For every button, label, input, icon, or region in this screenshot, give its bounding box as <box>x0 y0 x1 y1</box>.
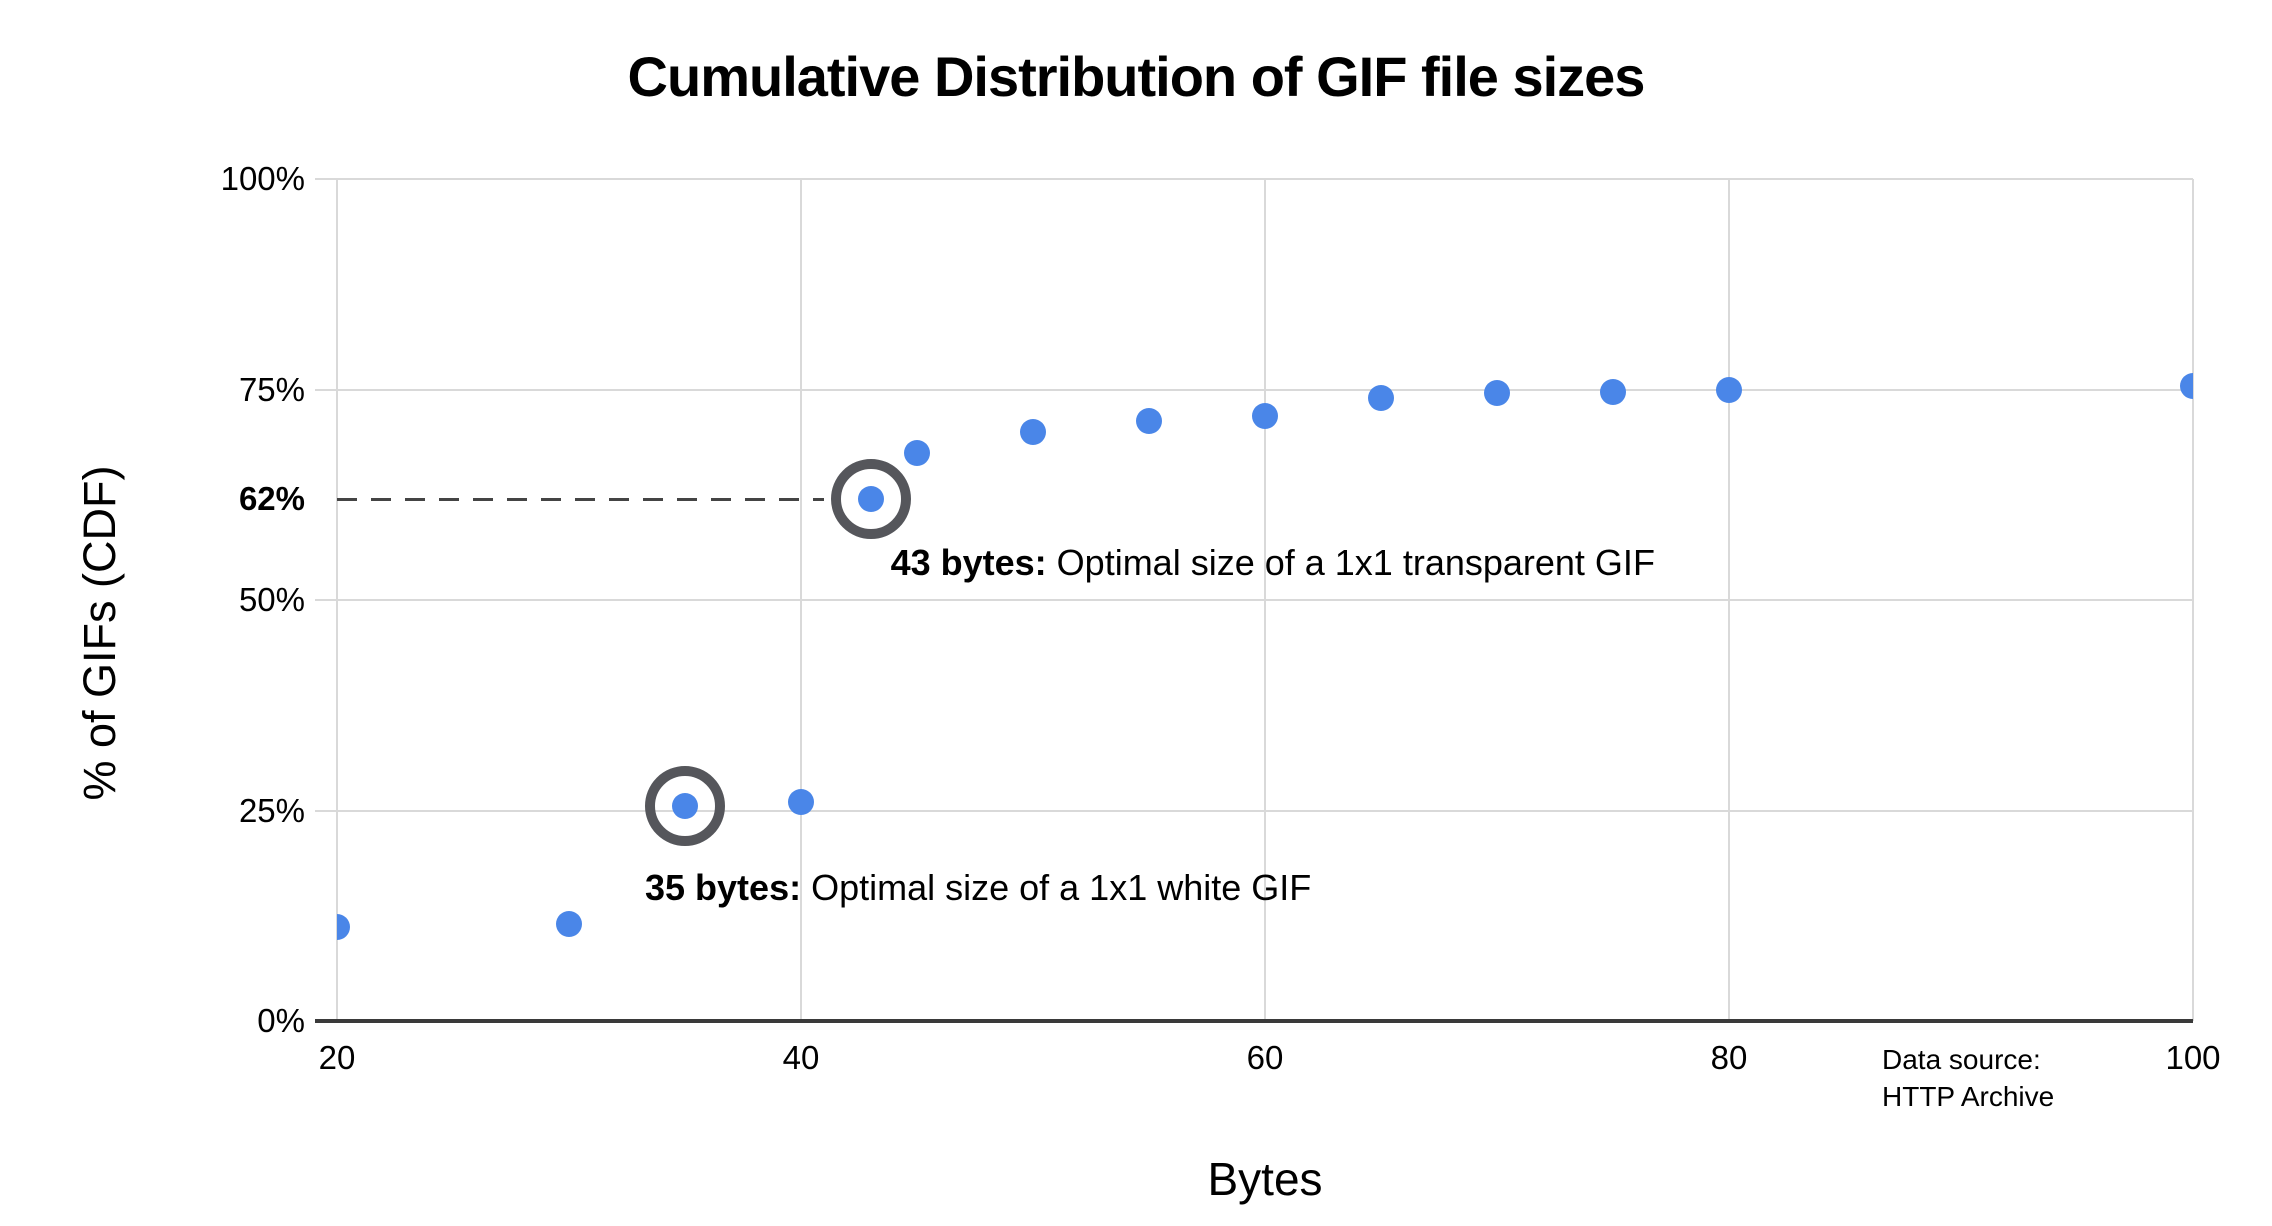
annotation-description: Optimal size of a 1x1 white GIF <box>801 867 1312 909</box>
data-point <box>788 789 814 816</box>
plot-grid <box>315 178 2194 1023</box>
data-point <box>1252 403 1278 430</box>
y-tick-label: 0% <box>257 1002 305 1039</box>
data-point <box>857 485 884 512</box>
horizontal-gridline <box>315 178 2193 180</box>
x-tick-label: 100 <box>2165 1039 2221 1076</box>
horizontal-gridline <box>315 809 2193 812</box>
x-axis-title: Bytes <box>1207 1153 1323 1205</box>
guide-dashed-line <box>337 497 824 501</box>
highlight-ring <box>830 458 911 539</box>
data-source-note: Data source: HTTP Archive <box>1882 1041 2054 1115</box>
point-annotation: 35 bytes: Optimal size of a 1x1 white GI… <box>645 864 1311 912</box>
data-point <box>904 439 930 466</box>
x-tick-label: 80 <box>1710 1039 1748 1076</box>
point-annotation: 43 bytes: Optimal size of a 1x1 transpar… <box>891 539 1655 587</box>
data-point <box>1020 418 1046 445</box>
data-point <box>1716 377 1742 404</box>
y-tick-label: 62% <box>238 479 305 517</box>
x-axis-line <box>315 1019 2193 1023</box>
x-tick-label: 40 <box>782 1039 820 1076</box>
data-point <box>2180 373 2193 400</box>
y-tick-label: 25% <box>238 791 305 829</box>
vertical-gridline <box>2192 179 2194 1021</box>
data-point <box>1484 379 1510 406</box>
annotation-bytes-value: 35 bytes: <box>645 867 802 909</box>
data-point <box>1136 407 1162 434</box>
plot-area: 35 bytes: Optimal size of a 1x1 white GI… <box>337 179 2193 1021</box>
y-tick-label: 50% <box>238 581 305 618</box>
annotation-description: Optimal size of a 1x1 transparent GIF <box>1046 541 1655 583</box>
data-source-line2: HTTP Archive <box>1882 1081 2055 1112</box>
data-point <box>556 911 582 938</box>
data-point <box>1600 379 1626 406</box>
horizontal-gridline <box>315 388 2193 391</box>
highlight-ring <box>645 766 725 847</box>
data-point <box>672 793 698 820</box>
data-source-line1: Data source: <box>1882 1044 2041 1075</box>
x-tick-label: 60 <box>1246 1039 1284 1076</box>
horizontal-gridline <box>315 599 2193 601</box>
data-point <box>1368 384 1394 411</box>
y-tick-label: 100% <box>220 160 305 197</box>
data-point <box>337 913 350 940</box>
x-tick-label: 20 <box>318 1039 356 1076</box>
y-tick-label: 75% <box>238 370 305 408</box>
annotation-bytes-value: 43 bytes: <box>890 541 1047 583</box>
chart-title: Cumulative Distribution of GIF file size… <box>627 45 1646 108</box>
